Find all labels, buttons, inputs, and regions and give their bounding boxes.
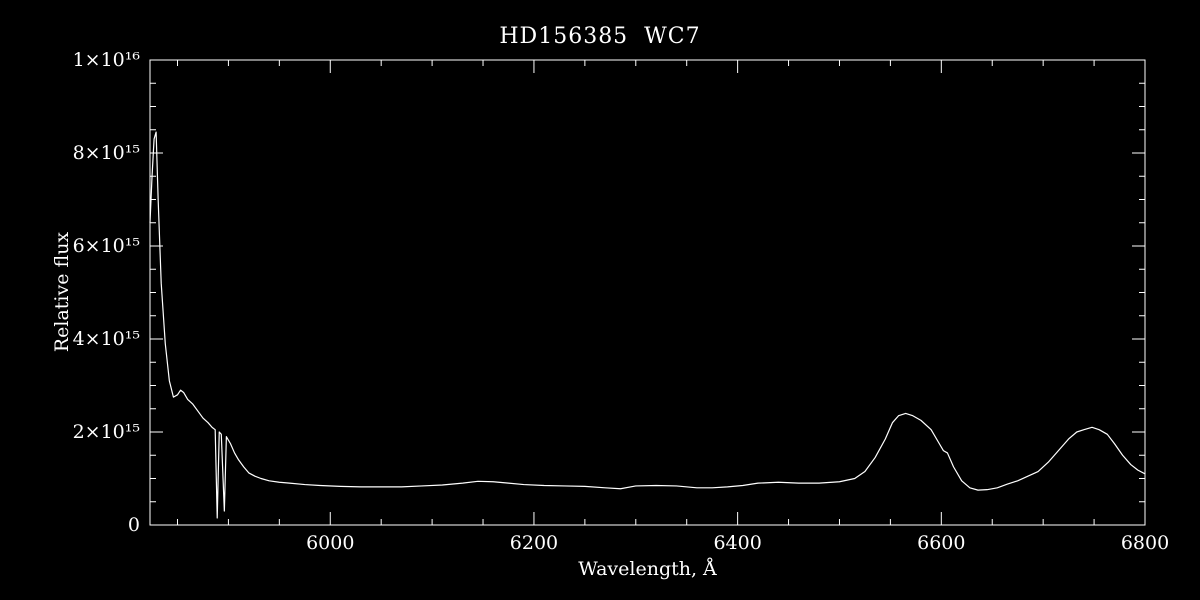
x-tick-label: 6600 (917, 532, 965, 554)
y-tick-label: 8×10¹⁵ (73, 142, 140, 164)
y-tick-label: 1×10¹⁶ (73, 49, 141, 71)
y-axis-label: Relative flux (51, 231, 73, 353)
x-axis-label: Wavelength, Å (578, 558, 717, 580)
y-tick-label: 4×10¹⁵ (73, 328, 140, 350)
x-tick-label: 6400 (713, 532, 761, 554)
y-tick-label: 2×10¹⁵ (73, 421, 140, 443)
x-tick-label: 6200 (510, 532, 558, 554)
plot-frame (149, 59, 1146, 526)
y-tick-label: 6×10¹⁵ (73, 235, 140, 257)
chart-title: HD156385 WC7 (499, 24, 701, 49)
y-tick-label: 0 (128, 514, 140, 536)
x-tick-label: 6800 (1121, 532, 1169, 554)
spectrum-line (149, 131, 1146, 519)
x-tick-label: 6000 (306, 532, 354, 554)
